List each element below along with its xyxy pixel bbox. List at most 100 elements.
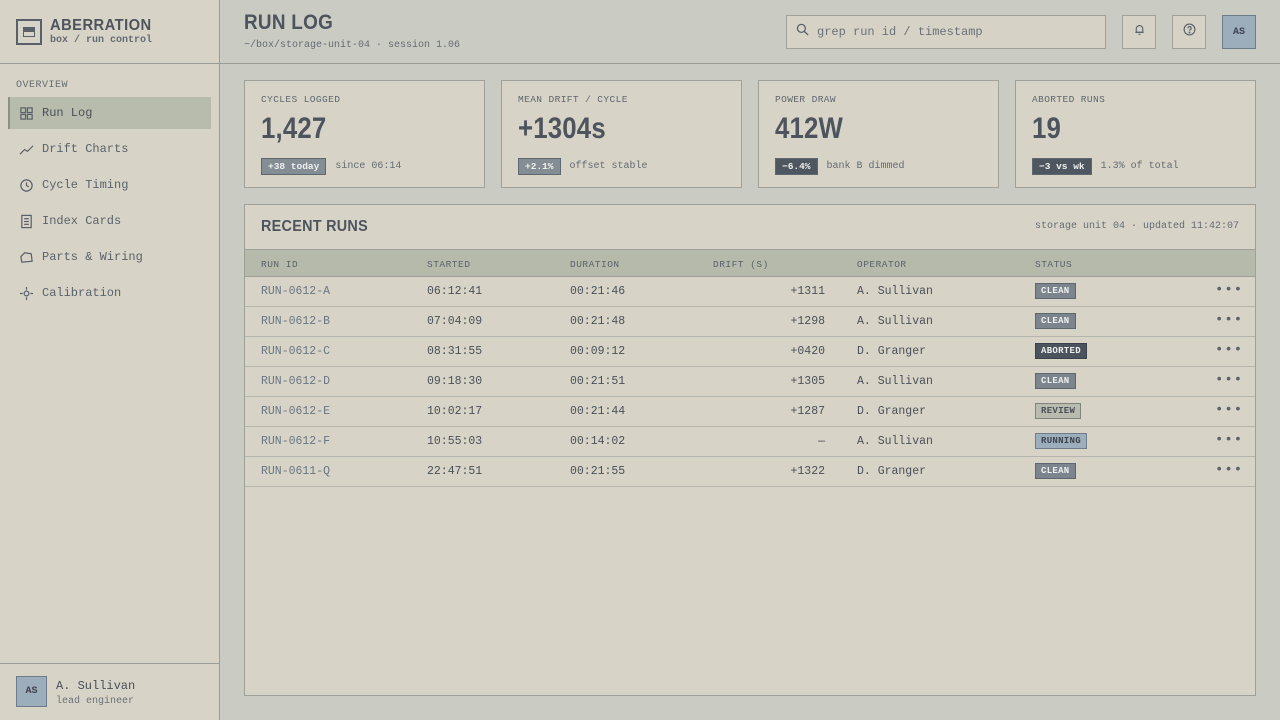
table-row[interactable]: RUN-0612-C 08:31:55 00:09:12 +0420 D. Grange…	[245, 337, 1255, 367]
brand[interactable]: ABERRATION box / run control	[16, 17, 160, 47]
breadcrumb: ~/box/storage-unit-04 · session 1.06	[244, 40, 461, 51]
search-input[interactable]	[817, 25, 1087, 39]
row-actions-button[interactable]: •••	[1215, 372, 1244, 388]
sidebar-item-index-cards[interactable]: Index Cards	[8, 205, 211, 237]
sidebar-item-drift-charts[interactable]: Drift Charts	[8, 133, 211, 165]
sidebar-item-parts-wiring[interactable]: Parts & Wiring	[8, 241, 211, 273]
table-row[interactable]: RUN-0612-B 07:04:09 00:21:48 +1298 A. Sulliv…	[245, 307, 1255, 337]
header-avatar[interactable]: AS	[1222, 15, 1256, 49]
started-cell: 10:02:17	[427, 405, 483, 418]
column-header-operator[interactable]: OPERATOR	[857, 259, 907, 270]
table-row[interactable]: RUN-0612-D 09:18:30 00:21:51 +1305 A. Sulliv…	[245, 367, 1255, 397]
help-button[interactable]	[1172, 15, 1206, 49]
table-row[interactable]: RUN-0611-Q 22:47:51 00:21:55 +1322 D. Grange…	[245, 457, 1255, 487]
user-profile[interactable]: AS A. Sullivan lead engineer	[16, 676, 135, 708]
sidebar-item-calibration[interactable]: Calibration	[8, 277, 211, 309]
kpi-card-cycles-logged: CYCLES LOGGED 1,427 +38 today since 06:1…	[244, 80, 485, 188]
duration-cell: 00:21:48	[570, 315, 626, 328]
drift-cell: +1305	[790, 375, 825, 388]
bell-icon	[1133, 23, 1146, 41]
operator-cell: A. Sullivan	[857, 435, 933, 448]
sidebar-item-label: Cycle Timing	[42, 178, 129, 192]
line-chart-icon	[18, 141, 34, 157]
run-id-link[interactable]: RUN-0612-B	[261, 315, 331, 328]
row-actions-button[interactable]: •••	[1215, 432, 1244, 448]
operator-cell: A. Sullivan	[857, 375, 933, 388]
table-row[interactable]: RUN-0612-E 10:02:17 00:21:44 +1287 D. Grange…	[245, 397, 1255, 427]
row-actions-button[interactable]: •••	[1215, 282, 1244, 298]
recent-runs-panel: RECENT RUNS storage unit 04 · updated 11…	[244, 204, 1256, 696]
kpi-note: 1.3% of total	[1100, 161, 1179, 172]
status-badge: CLEAN	[1035, 463, 1076, 479]
status-badge: CLEAN	[1035, 313, 1076, 329]
kpi-value: 1,427	[261, 112, 327, 145]
kpi-note: offset stable	[569, 161, 648, 172]
column-header-status[interactable]: STATUS	[1035, 259, 1073, 270]
kpi-label: MEAN DRIFT / CYCLE	[518, 94, 628, 105]
kpi-delta-badge: +2.1%	[518, 158, 561, 175]
row-actions-button[interactable]: •••	[1215, 342, 1244, 358]
operator-cell: A. Sullivan	[857, 285, 933, 298]
search-icon	[796, 23, 809, 41]
drift-cell: +1298	[790, 315, 825, 328]
run-id-link[interactable]: RUN-0611-Q	[261, 465, 331, 478]
table-row[interactable]: RUN-0612-F 10:55:03 00:14:02 — A. Sullivan RU…	[245, 427, 1255, 457]
run-id-link[interactable]: RUN-0612-A	[261, 285, 331, 298]
column-header-duration[interactable]: DURATION	[570, 259, 620, 270]
operator-cell: D. Granger	[857, 405, 927, 418]
drift-cell: +1287	[790, 405, 825, 418]
notifications-button[interactable]	[1122, 15, 1156, 49]
operator-cell: D. Granger	[857, 465, 927, 478]
run-id-link[interactable]: RUN-0612-E	[261, 405, 331, 418]
page-title: RUN LOG	[244, 11, 334, 34]
document-icon	[18, 213, 34, 229]
user-name: A. Sullivan	[56, 679, 136, 693]
sidebar-item-label: Index Cards	[42, 214, 122, 228]
sidebar-item-label: Parts & Wiring	[42, 250, 143, 264]
brand-name: ABERRATION	[50, 17, 152, 34]
started-cell: 08:31:55	[427, 345, 483, 358]
search-box[interactable]	[786, 15, 1106, 49]
started-cell: 09:18:30	[427, 375, 483, 388]
kpi-value: 19	[1032, 112, 1062, 145]
nav-section-label: OVERVIEW	[16, 80, 69, 91]
run-id-link[interactable]: RUN-0612-F	[261, 435, 331, 448]
row-actions-button[interactable]: •••	[1215, 462, 1244, 478]
duration-cell: 00:21:55	[570, 465, 626, 478]
run-id-link[interactable]: RUN-0612-C	[261, 345, 331, 358]
run-id-link[interactable]: RUN-0612-D	[261, 375, 331, 388]
kpi-value: 412W	[775, 112, 844, 145]
help-icon	[1183, 23, 1196, 41]
table-row[interactable]: RUN-0612-A 06:12:41 00:21:46 +1311 A. Sulliv…	[245, 277, 1255, 307]
started-cell: 07:04:09	[427, 315, 483, 328]
kpi-label: CYCLES LOGGED	[261, 94, 341, 105]
column-header-started[interactable]: STARTED	[427, 259, 471, 270]
user-role: lead engineer	[56, 696, 135, 707]
kpi-card-power-draw: POWER DRAW 412W −6.4% bank B dimmed	[758, 80, 999, 188]
kpi-delta-badge: −6.4%	[775, 158, 818, 175]
header-divider	[220, 63, 1280, 64]
sidebar-item-label: Run Log	[42, 106, 93, 120]
duration-cell: 00:21:44	[570, 405, 626, 418]
row-actions-button[interactable]: •••	[1215, 312, 1244, 328]
panel-title: RECENT RUNS	[261, 218, 368, 235]
kpi-value: +1304s	[518, 112, 606, 145]
started-cell: 10:55:03	[427, 435, 483, 448]
duration-cell: 00:09:12	[570, 345, 626, 358]
kpi-card-aborted-runs: ABORTED RUNS 19 −3 vs wk 1.3% of total	[1015, 80, 1256, 188]
panel-meta: storage unit 04 · updated 11:42:07	[1034, 221, 1239, 232]
status-badge: ABORTED	[1035, 343, 1087, 359]
table-body: RUN-0612-A 06:12:41 00:21:46 +1311 A. Sulliv…	[245, 277, 1255, 487]
status-badge: CLEAN	[1035, 283, 1076, 299]
box-icon	[18, 249, 34, 265]
row-actions-button[interactable]: •••	[1215, 402, 1244, 418]
duration-cell: 00:21:46	[570, 285, 626, 298]
sidebar-item-run-log[interactable]: Run Log	[8, 97, 211, 129]
drift-cell: +0420	[790, 345, 825, 358]
column-header-drift[interactable]: DRIFT (S)	[713, 259, 769, 270]
status-badge: RUNNING	[1035, 433, 1087, 449]
column-header-run-id[interactable]: RUN ID	[261, 259, 299, 270]
sidebar-item-cycle-timing[interactable]: Cycle Timing	[8, 169, 211, 201]
operator-cell: D. Granger	[857, 345, 927, 358]
duration-cell: 00:21:51	[570, 375, 626, 388]
